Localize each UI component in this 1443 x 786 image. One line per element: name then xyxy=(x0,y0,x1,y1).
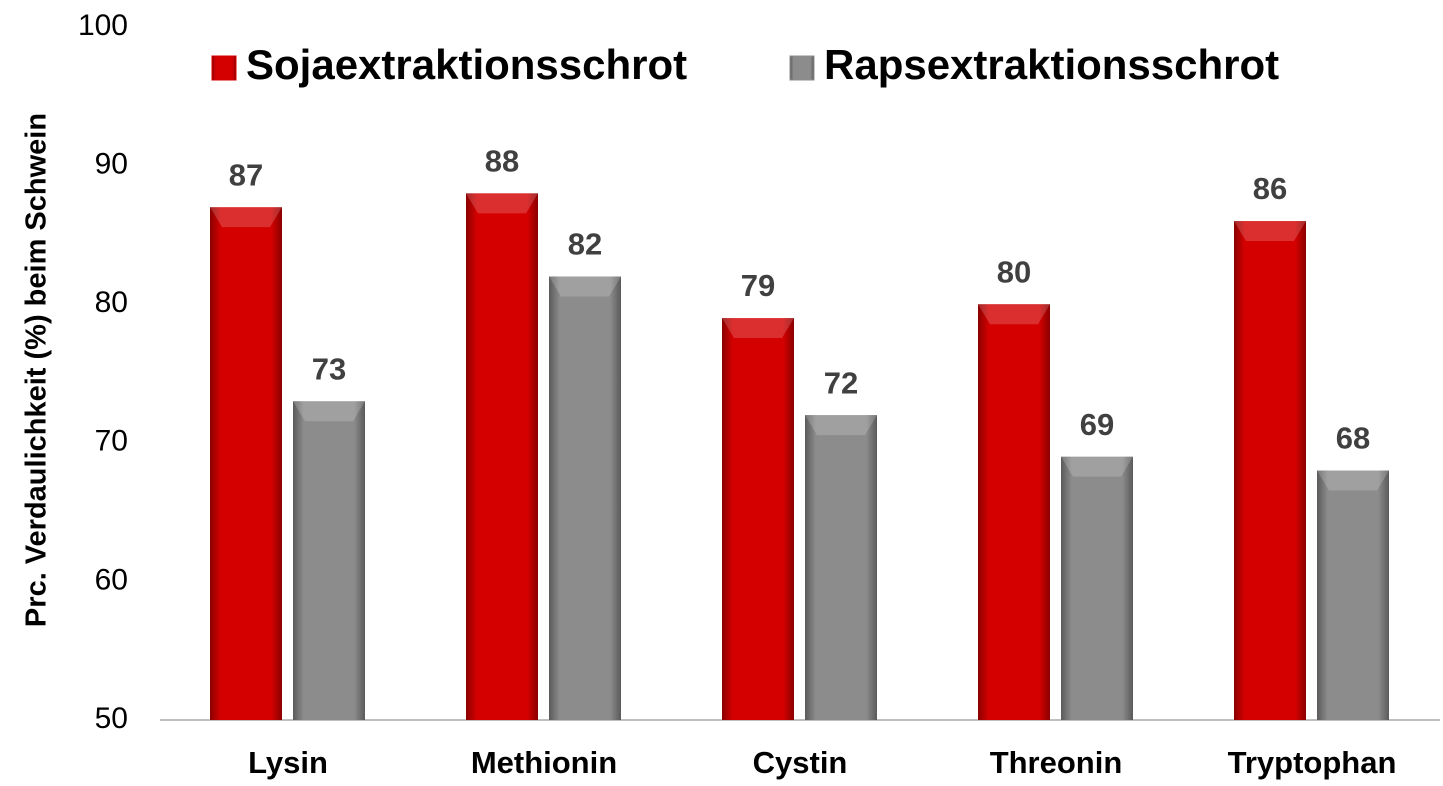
x-tick-label: Tryptophan xyxy=(1228,745,1397,780)
bar-bevel xyxy=(1317,470,1389,491)
value-label: 82 xyxy=(568,227,602,262)
x-tick-label: Cystin xyxy=(753,745,848,780)
bar-bevel xyxy=(805,415,877,436)
value-label: 88 xyxy=(485,144,519,179)
bar xyxy=(1061,456,1133,720)
legend-swatch xyxy=(211,55,237,81)
x-tick-label: Lysin xyxy=(248,745,328,780)
bar xyxy=(805,415,877,720)
value-label: 68 xyxy=(1336,421,1370,456)
y-tick-label: 90 xyxy=(95,148,128,181)
y-tick-label: 80 xyxy=(95,286,128,319)
bar xyxy=(293,401,365,720)
bar-bevel xyxy=(1234,221,1306,242)
x-tick-label: Threonin xyxy=(990,745,1123,780)
value-label: 87 xyxy=(229,157,263,192)
y-axis-label: Prc. Verdaulichkeit (%) beim Schwein xyxy=(21,113,53,627)
legend-swatch xyxy=(789,55,815,81)
value-label: 69 xyxy=(1080,407,1114,442)
bar xyxy=(1234,221,1306,721)
bar-bevel xyxy=(466,193,538,214)
y-tick-label: 50 xyxy=(95,702,128,735)
y-tick-label: 70 xyxy=(95,425,128,458)
bar xyxy=(1317,470,1389,720)
bar xyxy=(466,193,538,720)
value-label: 79 xyxy=(741,268,775,303)
x-tick-label: Methionin xyxy=(471,745,617,780)
bar-bevel xyxy=(978,304,1050,325)
value-label: 80 xyxy=(997,254,1031,289)
bar xyxy=(549,276,621,720)
legend-label: Sojaextraktionsschrot xyxy=(246,41,687,88)
bar-bevel xyxy=(722,318,794,339)
bar-bevel xyxy=(210,207,282,228)
bar xyxy=(978,304,1050,720)
bar-bevel xyxy=(293,401,365,422)
legend-label: Rapsextraktionsschrot xyxy=(824,41,1279,88)
bar-bevel xyxy=(1061,456,1133,477)
value-label: 73 xyxy=(312,351,346,386)
value-label: 72 xyxy=(824,365,858,400)
value-label: 86 xyxy=(1253,171,1287,206)
y-tick-label: 100 xyxy=(78,9,128,42)
bar xyxy=(210,207,282,720)
y-tick-label: 60 xyxy=(95,563,128,596)
bar xyxy=(722,318,794,720)
bar-bevel xyxy=(549,276,621,297)
